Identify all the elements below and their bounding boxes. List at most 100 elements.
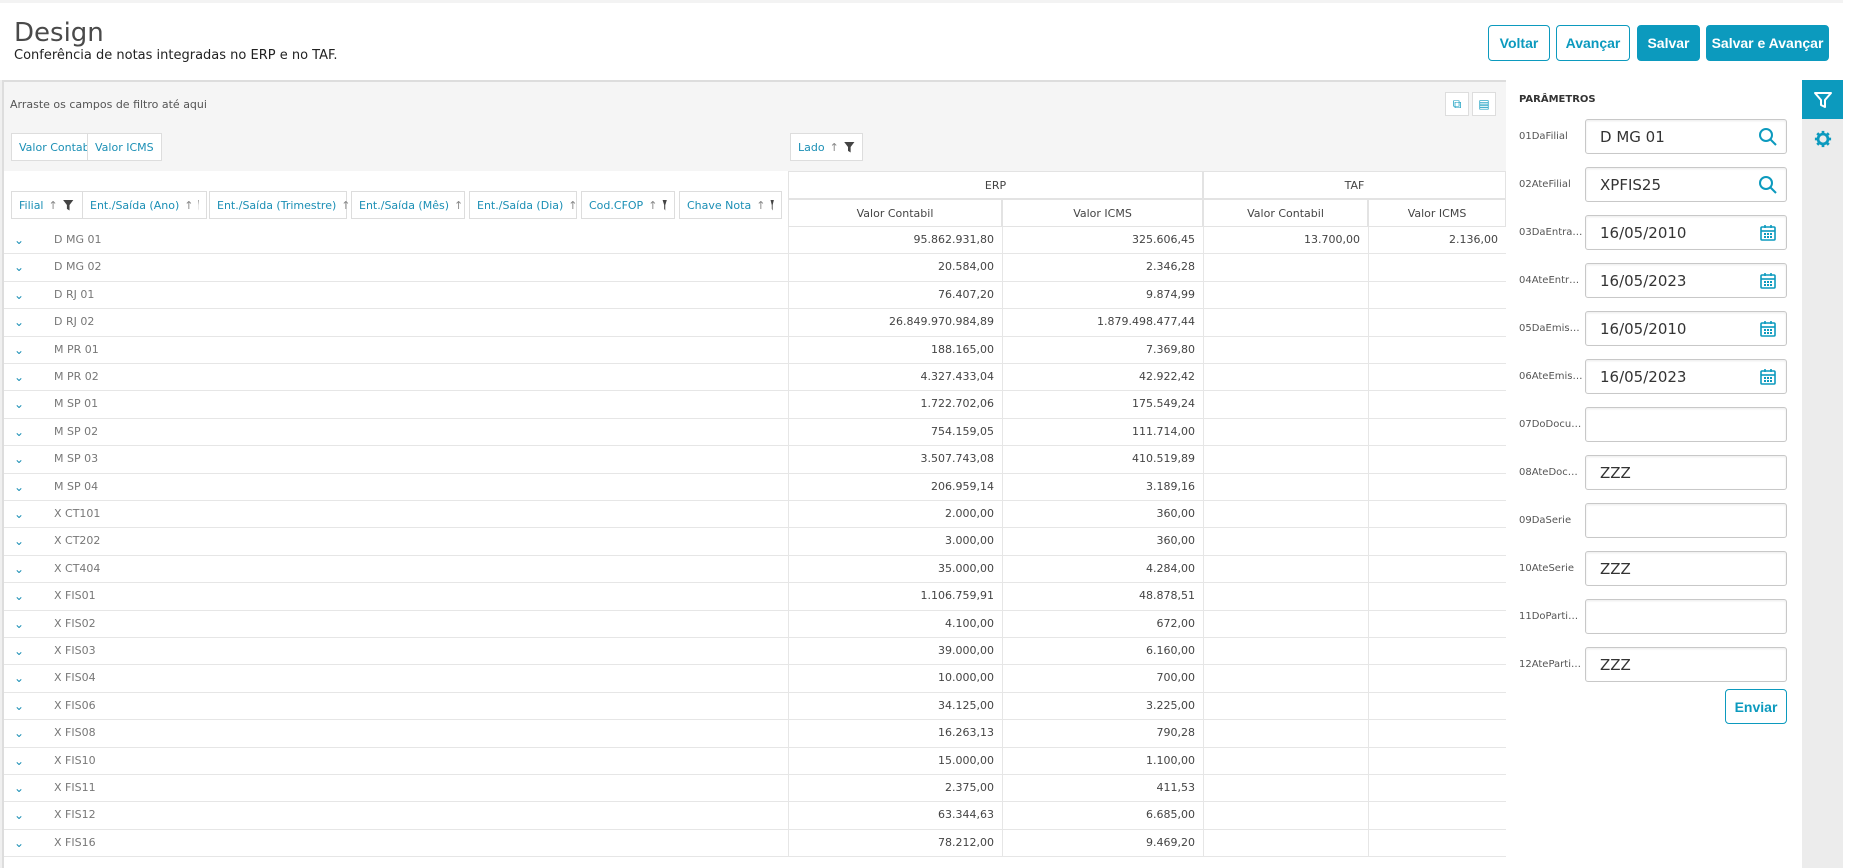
cell-divider	[1002, 638, 1003, 665]
filter-tab[interactable]	[1802, 80, 1843, 119]
expand-chevron-icon[interactable]: ⌄	[14, 507, 25, 521]
next-button[interactable]: Avançar	[1556, 25, 1630, 61]
sort-icon[interactable]: ↑	[756, 198, 766, 212]
cell-divider	[788, 829, 789, 857]
sort-icon[interactable]: ↑	[341, 198, 351, 212]
calendar-icon[interactable]	[1758, 271, 1778, 291]
expand-chevron-icon[interactable]: ⌄	[14, 644, 25, 658]
expand-chevron-icon[interactable]: ⌄	[14, 233, 25, 247]
row-field-chip[interactable]: Chave Nota ↑	[679, 191, 782, 219]
filter-icon[interactable]	[62, 199, 74, 211]
cell-divider	[1203, 418, 1204, 446]
expand-chevron-icon[interactable]: ⌄	[14, 287, 25, 302]
param-input[interactable]: 16/05/2010	[1585, 215, 1787, 250]
param-input[interactable]: 16/05/2023	[1585, 263, 1787, 298]
save-button[interactable]: Salvar	[1637, 25, 1700, 61]
calendar-icon[interactable]	[1758, 319, 1778, 339]
expand-chevron-icon[interactable]: ⌄	[14, 315, 25, 330]
expand-chevron-icon[interactable]: ⌄	[14, 260, 25, 275]
settings-tab[interactable]	[1802, 124, 1843, 154]
search-icon[interactable]	[1758, 127, 1778, 147]
expand-chevron-icon[interactable]: ⌄	[14, 534, 25, 549]
expand-chevron-icon[interactable]: ⌄	[14, 698, 25, 713]
expand-chevron-icon[interactable]: ⌄	[14, 561, 25, 576]
sort-icon[interactable]: ↑	[648, 198, 658, 212]
row-field-chip[interactable]: Ent./Saída (Ano) ↑	[82, 191, 207, 219]
param-input[interactable]: D MG 01	[1585, 119, 1787, 154]
param-input[interactable]	[1585, 599, 1787, 634]
table-row: ⌄ X FIS08 16.263,13 790,28	[4, 720, 1506, 748]
row-field-chip[interactable]: Cod.CFOP ↑	[581, 191, 675, 219]
param-input[interactable]: ZZZ	[1585, 647, 1787, 682]
cell-divider	[1203, 281, 1204, 309]
expand-chevron-icon[interactable]: ⌄	[14, 424, 25, 439]
expand-chevron-icon[interactable]: ⌄	[14, 452, 25, 467]
expand-chevron-icon[interactable]: ⌄	[14, 397, 25, 412]
sort-icon[interactable]: ↑	[829, 140, 839, 154]
search-icon[interactable]	[1758, 175, 1778, 195]
measure-header[interactable]: Valor ICMS	[1002, 199, 1203, 227]
cell-erp-icms: 6.160,00	[1146, 644, 1195, 657]
param-input[interactable]: XPFIS25	[1585, 167, 1787, 202]
expand-chevron-icon[interactable]: ⌄	[14, 726, 25, 741]
field-label: Valor Contabil	[19, 140, 96, 154]
param-input[interactable]: ZZZ	[1585, 455, 1787, 490]
measure-header[interactable]: Valor Contabil	[788, 199, 1002, 227]
measure-header[interactable]: Valor ICMS	[1368, 199, 1506, 227]
param-input[interactable]: 16/05/2010	[1585, 311, 1787, 346]
cell-erp-icms: 9.874,99	[1146, 287, 1195, 301]
filter-icon[interactable]	[662, 199, 667, 211]
calendar-icon[interactable]	[1758, 367, 1778, 387]
calendar-icon[interactable]	[1758, 223, 1778, 243]
row-label: X FIS16	[54, 835, 96, 849]
cell-erp-vc: 10.000,00	[938, 671, 994, 685]
filter-icon	[1813, 91, 1832, 108]
param-input[interactable]: 16/05/2023	[1585, 359, 1787, 394]
sort-icon[interactable]: ↑	[454, 198, 464, 212]
column-field-lado[interactable]: Lado ↑	[790, 133, 863, 161]
expand-chevron-icon[interactable]: ⌄	[14, 616, 25, 631]
gear-icon	[1814, 130, 1831, 148]
cell-divider	[788, 309, 789, 337]
cell-divider	[1203, 775, 1204, 802]
expand-chevron-icon[interactable]: ⌄	[14, 835, 25, 850]
row-field-chip[interactable]: Filial ↑	[11, 191, 92, 219]
expand-chevron-icon[interactable]: ⌄	[14, 342, 25, 357]
row-label: X FIS02	[54, 616, 96, 630]
submit-button[interactable]: Enviar	[1725, 689, 1787, 724]
column-group-header: TAF	[1203, 171, 1506, 199]
expand-chevron-icon[interactable]: ⌄	[14, 753, 25, 768]
cell-erp-icms: 48.878,51	[1139, 589, 1195, 603]
measure-header[interactable]: Valor Contabil	[1203, 199, 1368, 227]
filter-drop-zone[interactable]: Arraste os campos de filtro até aqui	[10, 98, 207, 111]
value-field-chip[interactable]: Valor ICMS	[87, 133, 162, 161]
expand-chevron-icon[interactable]: ⌄	[14, 671, 25, 686]
filter-icon[interactable]	[770, 199, 774, 211]
sort-icon[interactable]: ↑	[184, 198, 194, 212]
save-and-next-button[interactable]: Salvar e Avançar	[1706, 25, 1829, 61]
filter-icon[interactable]	[843, 141, 855, 153]
expand-chevron-icon[interactable]: ⌄	[14, 589, 25, 604]
filter-icon[interactable]	[198, 199, 199, 211]
row-field-chip[interactable]: Ent./Saída (Dia) ↑	[469, 191, 578, 219]
param-label: 05DaEmissao	[1519, 323, 1583, 334]
cell-erp-icms: 111.714,00	[1132, 424, 1195, 438]
expand-chevron-icon[interactable]: ⌄	[14, 808, 25, 823]
expand-chevron-icon[interactable]: ⌄	[14, 370, 25, 384]
export-xls-icon[interactable]: ▤	[1472, 92, 1496, 116]
cell-erp-icms: 42.922,42	[1139, 370, 1195, 383]
export-excel-icon[interactable]: ⧉	[1445, 92, 1469, 116]
sort-icon[interactable]: ↑	[48, 198, 58, 212]
sort-icon[interactable]: ↑	[568, 198, 578, 212]
row-field-chip[interactable]: Ent./Saída (Mês) ↑	[351, 191, 465, 219]
param-input[interactable]	[1585, 503, 1787, 538]
expand-chevron-icon[interactable]: ⌄	[14, 781, 25, 795]
back-button[interactable]: Voltar	[1488, 25, 1550, 61]
expand-chevron-icon[interactable]: ⌄	[14, 479, 25, 494]
param-input[interactable]	[1585, 407, 1787, 442]
row-field-chip[interactable]: Ent./Saída (Trimestre) ↑	[209, 191, 351, 219]
cell-erp-icms: 6.685,00	[1146, 808, 1195, 822]
cell-divider	[1368, 555, 1369, 583]
cell-divider	[1002, 364, 1003, 391]
param-input[interactable]: ZZZ	[1585, 551, 1787, 586]
